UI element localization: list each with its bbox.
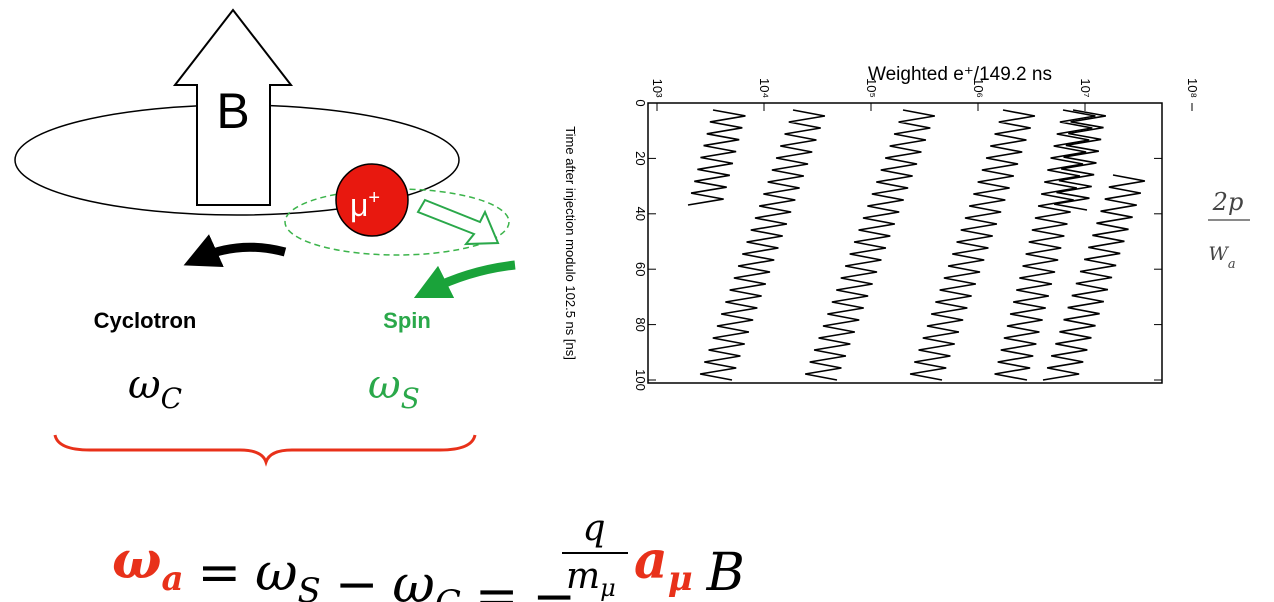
den-sub: μ xyxy=(600,574,616,602)
count-tick-label: 10⁴ xyxy=(757,78,772,98)
den: W xyxy=(1208,243,1229,265)
slide: B μ+ Cyclotron Spin ωC ωS ωa=ωS−ωC=−qmμa… xyxy=(0,0,1274,602)
math-subscript: S xyxy=(298,571,321,602)
count-tick-label: 10⁸ xyxy=(1185,78,1200,98)
count-tick-label: 10³ xyxy=(650,79,665,98)
muon-symbol: μ xyxy=(350,187,368,223)
omega-sub: S xyxy=(401,382,420,415)
spin-label: Spin xyxy=(383,308,431,333)
math-symbol: a xyxy=(634,530,668,591)
count-tick-label: 10⁵ xyxy=(864,78,879,98)
fraction-den: mμ xyxy=(566,556,616,602)
time-tick-label: 40 xyxy=(633,207,648,221)
cyclotron-label: Cyclotron xyxy=(94,308,197,333)
time-tick-label: 60 xyxy=(633,262,648,276)
plot: Weighted e⁺/149.2 ns Time after injectio… xyxy=(563,64,1200,391)
math-symbol: ω xyxy=(392,555,434,602)
math-symbol: ω xyxy=(255,543,297,602)
omega-s: ωS xyxy=(368,362,420,415)
count-tick-label: 10⁶ xyxy=(971,78,986,98)
den: m xyxy=(566,556,600,597)
field-label: B xyxy=(216,83,249,139)
time-tick-label: 80 xyxy=(633,317,648,331)
side-fraction-num: 2p xyxy=(1212,188,1244,216)
spin-arrow xyxy=(418,200,498,244)
muon-charge: + xyxy=(368,187,380,209)
plot-title: Weighted e⁺/149.2 ns xyxy=(868,64,1052,85)
wiggle-trace xyxy=(700,110,825,380)
time-tick-label: 20 xyxy=(633,151,648,165)
omega-symbol: ω xyxy=(368,362,401,408)
wiggle-trace xyxy=(688,110,745,205)
math-symbol: = xyxy=(198,543,242,602)
time-tick-label: 0 xyxy=(633,99,648,106)
math-symbol: B xyxy=(706,543,745,602)
plot-y-label: Time after injection modulo 102.5 ns [ns… xyxy=(563,126,578,360)
omega-c: ωC xyxy=(128,362,182,415)
time-tick-label: 100 xyxy=(633,369,648,391)
spin-rotation-arrow xyxy=(430,265,515,290)
omega-sub: C xyxy=(161,382,182,415)
brace xyxy=(55,435,475,462)
math-symbol: = xyxy=(475,567,519,602)
math-subscript: μ xyxy=(668,559,693,599)
omega-symbol: ω xyxy=(128,362,161,408)
count-tick-label: 10⁷ xyxy=(1078,78,1093,97)
fraction-num: q xyxy=(582,508,605,549)
equation-part: ωa=ωS−ωC=− xyxy=(112,530,576,602)
cyclotron-arrow xyxy=(200,247,285,258)
math-subscript: a xyxy=(162,559,184,599)
math-subscript: C xyxy=(435,583,461,602)
math-symbol: ω xyxy=(112,530,162,591)
wiggle-trace xyxy=(805,110,935,380)
wiggle-trace xyxy=(1043,175,1145,380)
den-sub: a xyxy=(1228,257,1236,272)
math-symbol: − xyxy=(335,555,379,602)
side-fraction-den: Wa xyxy=(1208,243,1235,272)
